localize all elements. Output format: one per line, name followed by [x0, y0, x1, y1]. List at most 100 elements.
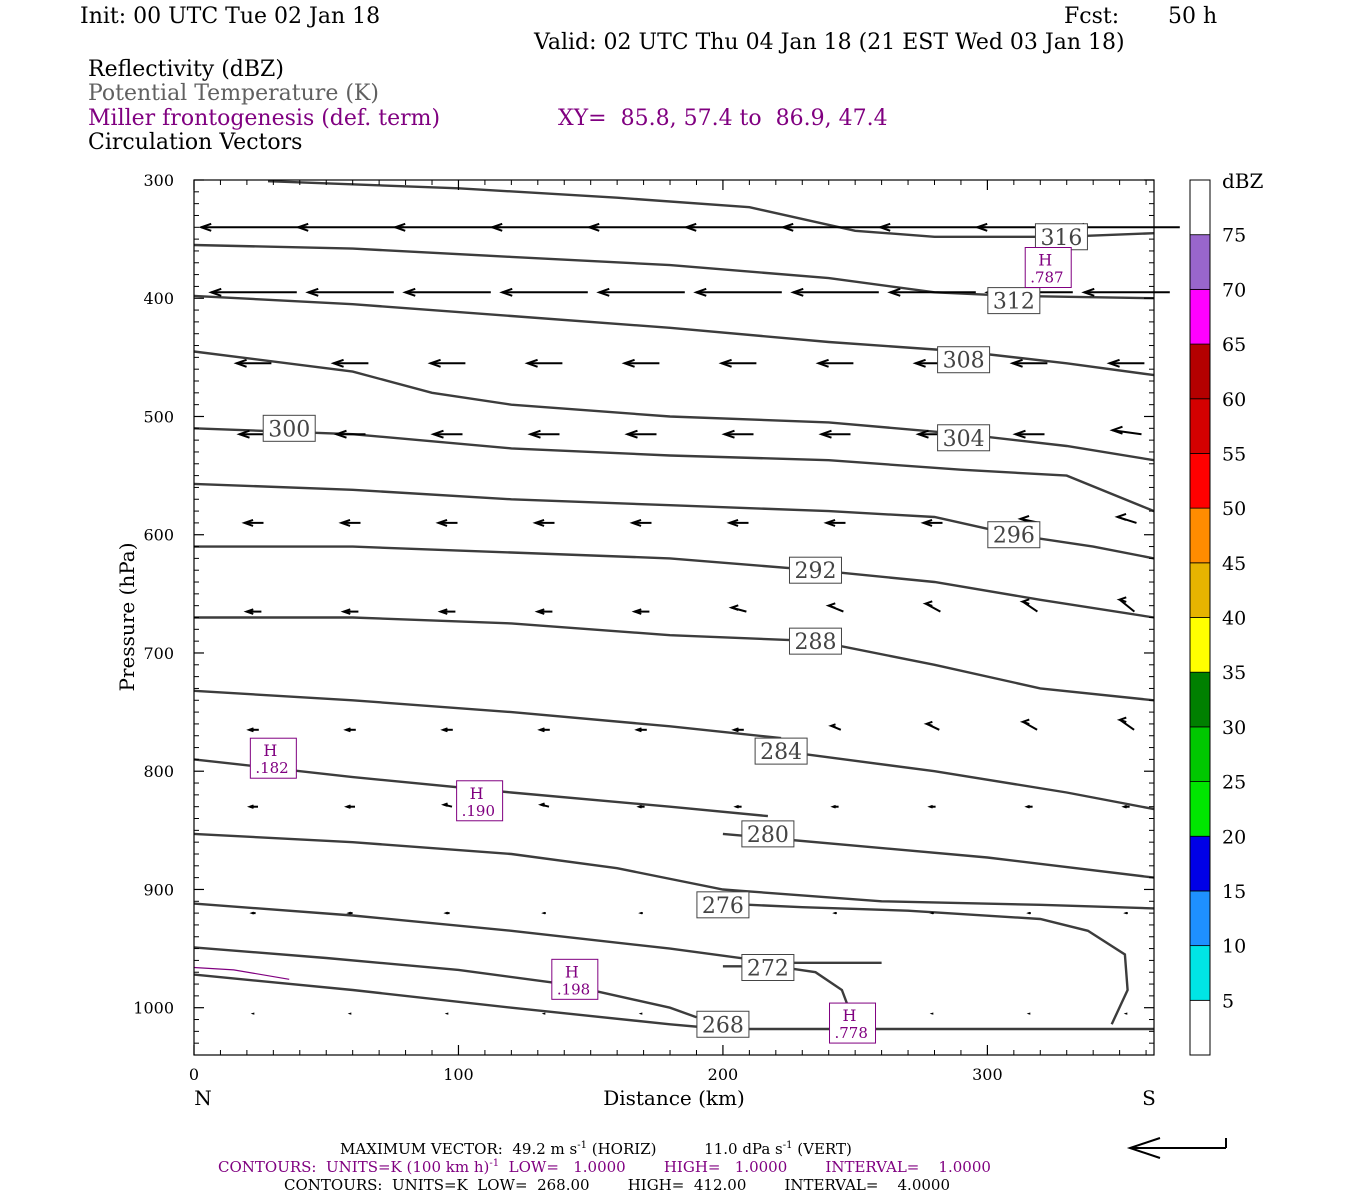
fronto-max-box — [456, 780, 504, 822]
fronto-max-box — [1024, 247, 1072, 288]
field-frontogenesis: Miller frontogenesis (def. term) — [88, 106, 441, 131]
y-tick-label: 300 — [143, 171, 174, 190]
vector-head — [524, 358, 538, 368]
colorbar-segment — [1189, 726, 1211, 782]
y-tick-label: 1000 — [133, 999, 174, 1018]
vector-head — [1019, 598, 1030, 605]
circulation-vector — [1024, 804, 1033, 809]
circulation-vector — [402, 287, 491, 297]
vector-head — [927, 804, 934, 809]
colorbar-label: 30 — [1222, 717, 1246, 739]
theta-label-box — [788, 627, 842, 655]
circulation-vector — [427, 358, 466, 368]
colorbar-label: 25 — [1222, 772, 1246, 794]
circulation-vector — [538, 802, 550, 808]
vector-head — [636, 804, 643, 809]
vector-head — [346, 911, 352, 915]
vector-head — [443, 911, 449, 915]
circulation-vector — [621, 358, 660, 368]
theta-contour-label: 276 — [702, 894, 744, 919]
theta-label-box — [987, 287, 1041, 315]
vector-head — [828, 723, 836, 729]
north-label: N — [194, 1086, 212, 1110]
forecast-hours: 50 h — [1168, 4, 1218, 29]
theta-label-box — [741, 954, 795, 981]
theta-contour-line — [193, 902, 882, 964]
theta-contour-line — [193, 832, 1155, 910]
y-axis-title: Pressure (hPa) — [115, 543, 139, 692]
theta-contour-label: 280 — [747, 823, 789, 848]
max-vector-tail: (VERT) — [792, 1140, 852, 1158]
vector-head — [247, 804, 254, 809]
vector-head — [534, 608, 545, 615]
vector-head — [877, 222, 891, 232]
colorbar-segment — [1189, 999, 1211, 1056]
vector-head — [1081, 287, 1095, 297]
circulation-vector — [634, 727, 647, 733]
circulation-vector — [1114, 512, 1137, 524]
vector-head — [295, 222, 309, 232]
circulation-vector — [333, 429, 366, 439]
circulation-vector — [830, 804, 839, 809]
circulation-vector — [295, 222, 404, 232]
max-vector-vert: (HORIZ) 11.0 dPa s — [586, 1140, 783, 1158]
fronto-max-box — [829, 1002, 877, 1044]
theta-contour-line — [193, 294, 1155, 377]
vector-head — [780, 222, 794, 232]
vector-head — [435, 518, 448, 527]
circulation-vector — [499, 287, 588, 297]
vector-head — [629, 518, 642, 527]
vector-head — [1121, 804, 1128, 809]
fronto-max-value: .778 — [835, 1024, 868, 1042]
colorbar-label: 60 — [1222, 389, 1246, 411]
vector-head — [233, 358, 247, 368]
theta-contour-line — [193, 427, 1155, 513]
vector-head — [1024, 804, 1031, 809]
fronto-max-box — [249, 737, 297, 779]
field-potential-temperature: Potential Temperature (K) — [88, 81, 379, 106]
reflectivity-colorbar: 5 10 15 20 25 30 35 40 45 50 55 60 65 70 75 — [1189, 179, 1246, 1056]
theta-contour-label: 304 — [943, 427, 985, 452]
circulation-vector — [815, 358, 854, 368]
vector-head — [440, 727, 448, 733]
circulation-vector — [1109, 425, 1142, 436]
vector-head — [441, 802, 448, 807]
theta-contour-line — [780, 749, 1155, 811]
colorbar-title: dBZ — [1222, 169, 1264, 193]
vector-head — [1009, 358, 1023, 368]
circulation-vector — [624, 429, 657, 439]
vector-head — [305, 287, 319, 297]
field-circulation-vectors: Circulation Vectors — [88, 130, 303, 155]
vector-head — [243, 608, 254, 615]
colorbar-label: 35 — [1222, 662, 1246, 684]
theta-contour-info: CONTOURS: UNITS=K LOW= 268.00 HIGH= 412.… — [284, 1176, 950, 1194]
vector-head — [499, 287, 513, 297]
theta-contour-line — [193, 758, 769, 818]
colorbar-label: 45 — [1222, 553, 1246, 575]
vector-head — [527, 429, 541, 439]
reference-vector-arrow — [1126, 1137, 1227, 1159]
south-label: S — [1142, 1086, 1156, 1110]
colorbar-segment — [1189, 179, 1211, 236]
vector-head — [427, 358, 441, 368]
circulation-vector — [1116, 716, 1135, 731]
colorbar-segment — [1189, 890, 1211, 947]
x-tick-label: 200 — [708, 1065, 739, 1084]
circulation-vector — [247, 804, 258, 809]
circulation-vector — [241, 518, 264, 527]
vector-head — [1116, 716, 1127, 724]
y-tick-label: 500 — [143, 407, 174, 426]
theta-contour-line — [193, 482, 1155, 560]
vector-head — [922, 600, 933, 607]
valid-time: Valid: 02 UTC Thu 04 Jan 18 (21 EST Wed … — [534, 30, 1125, 55]
colorbar-segment — [1189, 343, 1211, 400]
vector-head — [634, 727, 642, 733]
vector-head — [330, 358, 344, 368]
theta-contour-labels: 268 272 276 280 284 288 292 296 300 304 308 312 316 — [262, 223, 1088, 1038]
colorbar-segment — [1189, 562, 1211, 618]
circulation-vector — [1081, 287, 1170, 297]
max-vector-exp2: -1 — [782, 1140, 793, 1151]
x-tick-label: 0 — [189, 1065, 199, 1084]
circulation-vector — [693, 287, 782, 297]
